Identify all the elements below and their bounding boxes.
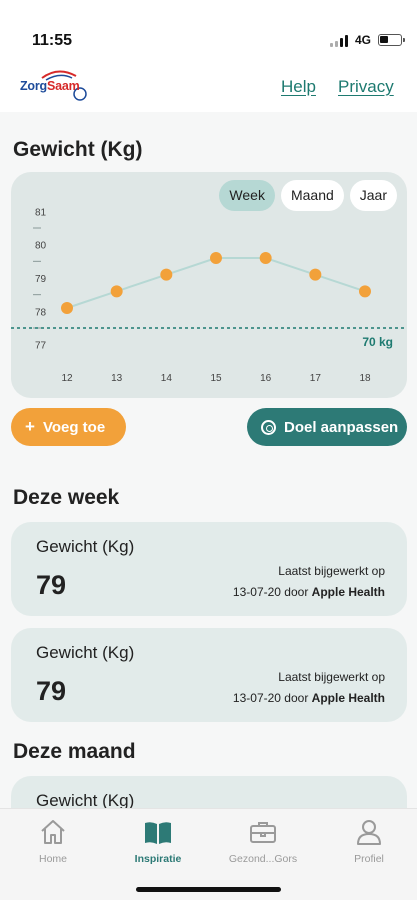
- data-point: [210, 252, 222, 264]
- book-icon: [145, 822, 171, 844]
- tab-week[interactable]: Week: [219, 180, 275, 211]
- data-point: [110, 285, 123, 298]
- entry-source: Apple Health: [311, 585, 385, 599]
- plus-icon: +: [25, 417, 35, 436]
- battery-icon: [378, 34, 405, 46]
- person-icon: [357, 820, 381, 845]
- zorgsaam-logo[interactable]: ZorgSaam: [20, 64, 102, 104]
- x-tick-label: 18: [359, 373, 371, 384]
- x-tick-label: 12: [61, 373, 73, 384]
- nav-item-gezond-gors[interactable]: Gezond...Gors: [218, 817, 308, 865]
- help-link[interactable]: Help: [281, 77, 316, 96]
- y-tick-label: 79: [35, 274, 47, 285]
- entry-updated-info: 13-07-20 door Apple Health: [233, 691, 385, 705]
- weight-entry-card[interactable]: Gewicht (Kg): [11, 776, 407, 808]
- entry-source: Apple Health: [311, 691, 385, 705]
- add-weight-label: Voeg toe: [42, 418, 106, 436]
- tab-month[interactable]: Maand: [280, 180, 344, 211]
- y-tick-label: 81: [35, 207, 47, 218]
- y-tick-label: 80: [35, 241, 47, 252]
- status-bar: 11:55 4G: [0, 0, 417, 62]
- nav-label-profiel: Profiel: [354, 853, 384, 865]
- x-tick-label: 16: [260, 373, 272, 384]
- goal-label: 70 kg: [362, 335, 393, 349]
- nav-label-inspiratie: Inspiratie: [134, 853, 182, 865]
- entry-title: Gewicht (Kg): [36, 537, 135, 556]
- entry-updated-date: 13-07-20 door: [232, 585, 309, 599]
- x-tick-label: 17: [310, 373, 322, 384]
- privacy-link[interactable]: Privacy: [338, 77, 394, 96]
- x-tick-label: 15: [210, 373, 222, 384]
- data-point: [160, 268, 173, 281]
- entry-title: Gewicht (Kg): [36, 791, 135, 808]
- tab-year[interactable]: Jaar: [349, 180, 397, 211]
- this-week-heading: Deze week: [13, 486, 120, 509]
- logo-text: ZorgSaam: [20, 79, 80, 93]
- add-weight-button[interactable]: + Voeg toe: [11, 408, 126, 446]
- data-point: [359, 285, 371, 298]
- weight-chart: 77 78 79 80 81 12 13 14 15 16 17 18 70 kg: [11, 207, 407, 384]
- y-tick-label: 77: [35, 341, 47, 352]
- bottom-nav: Home Inspiratie Gezond...Gors Profiel: [0, 808, 417, 900]
- entry-value: 79: [36, 676, 67, 706]
- nav-label-home: Home: [38, 853, 67, 865]
- nav-item-profiel[interactable]: Profiel: [324, 817, 414, 865]
- y-tick-label: 78: [35, 307, 47, 318]
- x-tick-label: 13: [111, 373, 123, 384]
- weight-entry-card[interactable]: Gewicht (Kg) 79 Laatst bijgewerkt op 13-…: [11, 522, 407, 616]
- entry-updated-label: Laatst bijgewerkt op: [278, 564, 385, 578]
- main-content: Gewicht (Kg) 77 78 79 80 81 12 13 14 15 16 17 18 70 …: [0, 112, 417, 808]
- target-icon: [261, 419, 276, 435]
- weight-entry-card[interactable]: Gewicht (Kg) 79 Laatst bijgewerkt op 13-…: [11, 628, 407, 722]
- home-icon: [41, 820, 65, 844]
- edit-goal-label: Doel aanpassen: [284, 418, 399, 436]
- nav-item-home[interactable]: Home: [8, 817, 98, 865]
- data-point: [259, 252, 272, 264]
- entry-value: 79: [36, 570, 67, 600]
- signal-icon: [330, 35, 352, 47]
- logo-part-zorg: Zorg: [20, 79, 47, 93]
- network-type: 4G: [355, 33, 372, 47]
- data-point: [309, 268, 322, 281]
- briefcase-icon: [250, 822, 276, 843]
- entry-updated-label: Laatst bijgewerkt op: [278, 670, 385, 684]
- edit-goal-button[interactable]: Doel aanpassen: [247, 408, 407, 446]
- status-time: 11:55: [32, 32, 73, 49]
- home-indicator: [136, 887, 281, 892]
- logo-arcs-icon: [41, 70, 87, 101]
- entry-updated-info: 13-07-20 door Apple Health: [233, 585, 385, 599]
- series-line: [66, 257, 366, 309]
- logo-part-saam: Saam: [46, 79, 80, 93]
- entry-title: Gewicht (Kg): [36, 643, 135, 662]
- app-header: ZorgSaam Help Privacy: [0, 62, 417, 112]
- entry-updated-date: 13-07-20 door: [232, 691, 309, 705]
- this-month-heading: Deze maand: [13, 740, 136, 763]
- x-tick-label: 14: [161, 373, 173, 384]
- period-tabs: Week Maand Jaar: [219, 180, 397, 211]
- page-title: Gewicht (Kg): [13, 138, 143, 161]
- weight-chart-card: 77 78 79 80 81 12 13 14 15 16 17 18 70 kg Week Maand…: [11, 172, 407, 398]
- nav-label-gezond-gors: Gezond...Gors: [228, 853, 298, 865]
- nav-item-inspiratie[interactable]: Inspiratie: [113, 817, 203, 865]
- data-point: [61, 302, 73, 314]
